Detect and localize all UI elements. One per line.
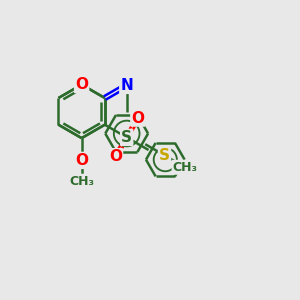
Text: S: S (121, 130, 132, 145)
Text: CH₃: CH₃ (69, 175, 94, 188)
Text: CH₃: CH₃ (172, 161, 198, 174)
Text: S: S (159, 148, 170, 163)
Text: N: N (120, 78, 133, 93)
Text: O: O (131, 111, 144, 126)
Text: O: O (75, 153, 88, 168)
Text: O: O (75, 77, 88, 92)
Text: O: O (109, 149, 122, 164)
